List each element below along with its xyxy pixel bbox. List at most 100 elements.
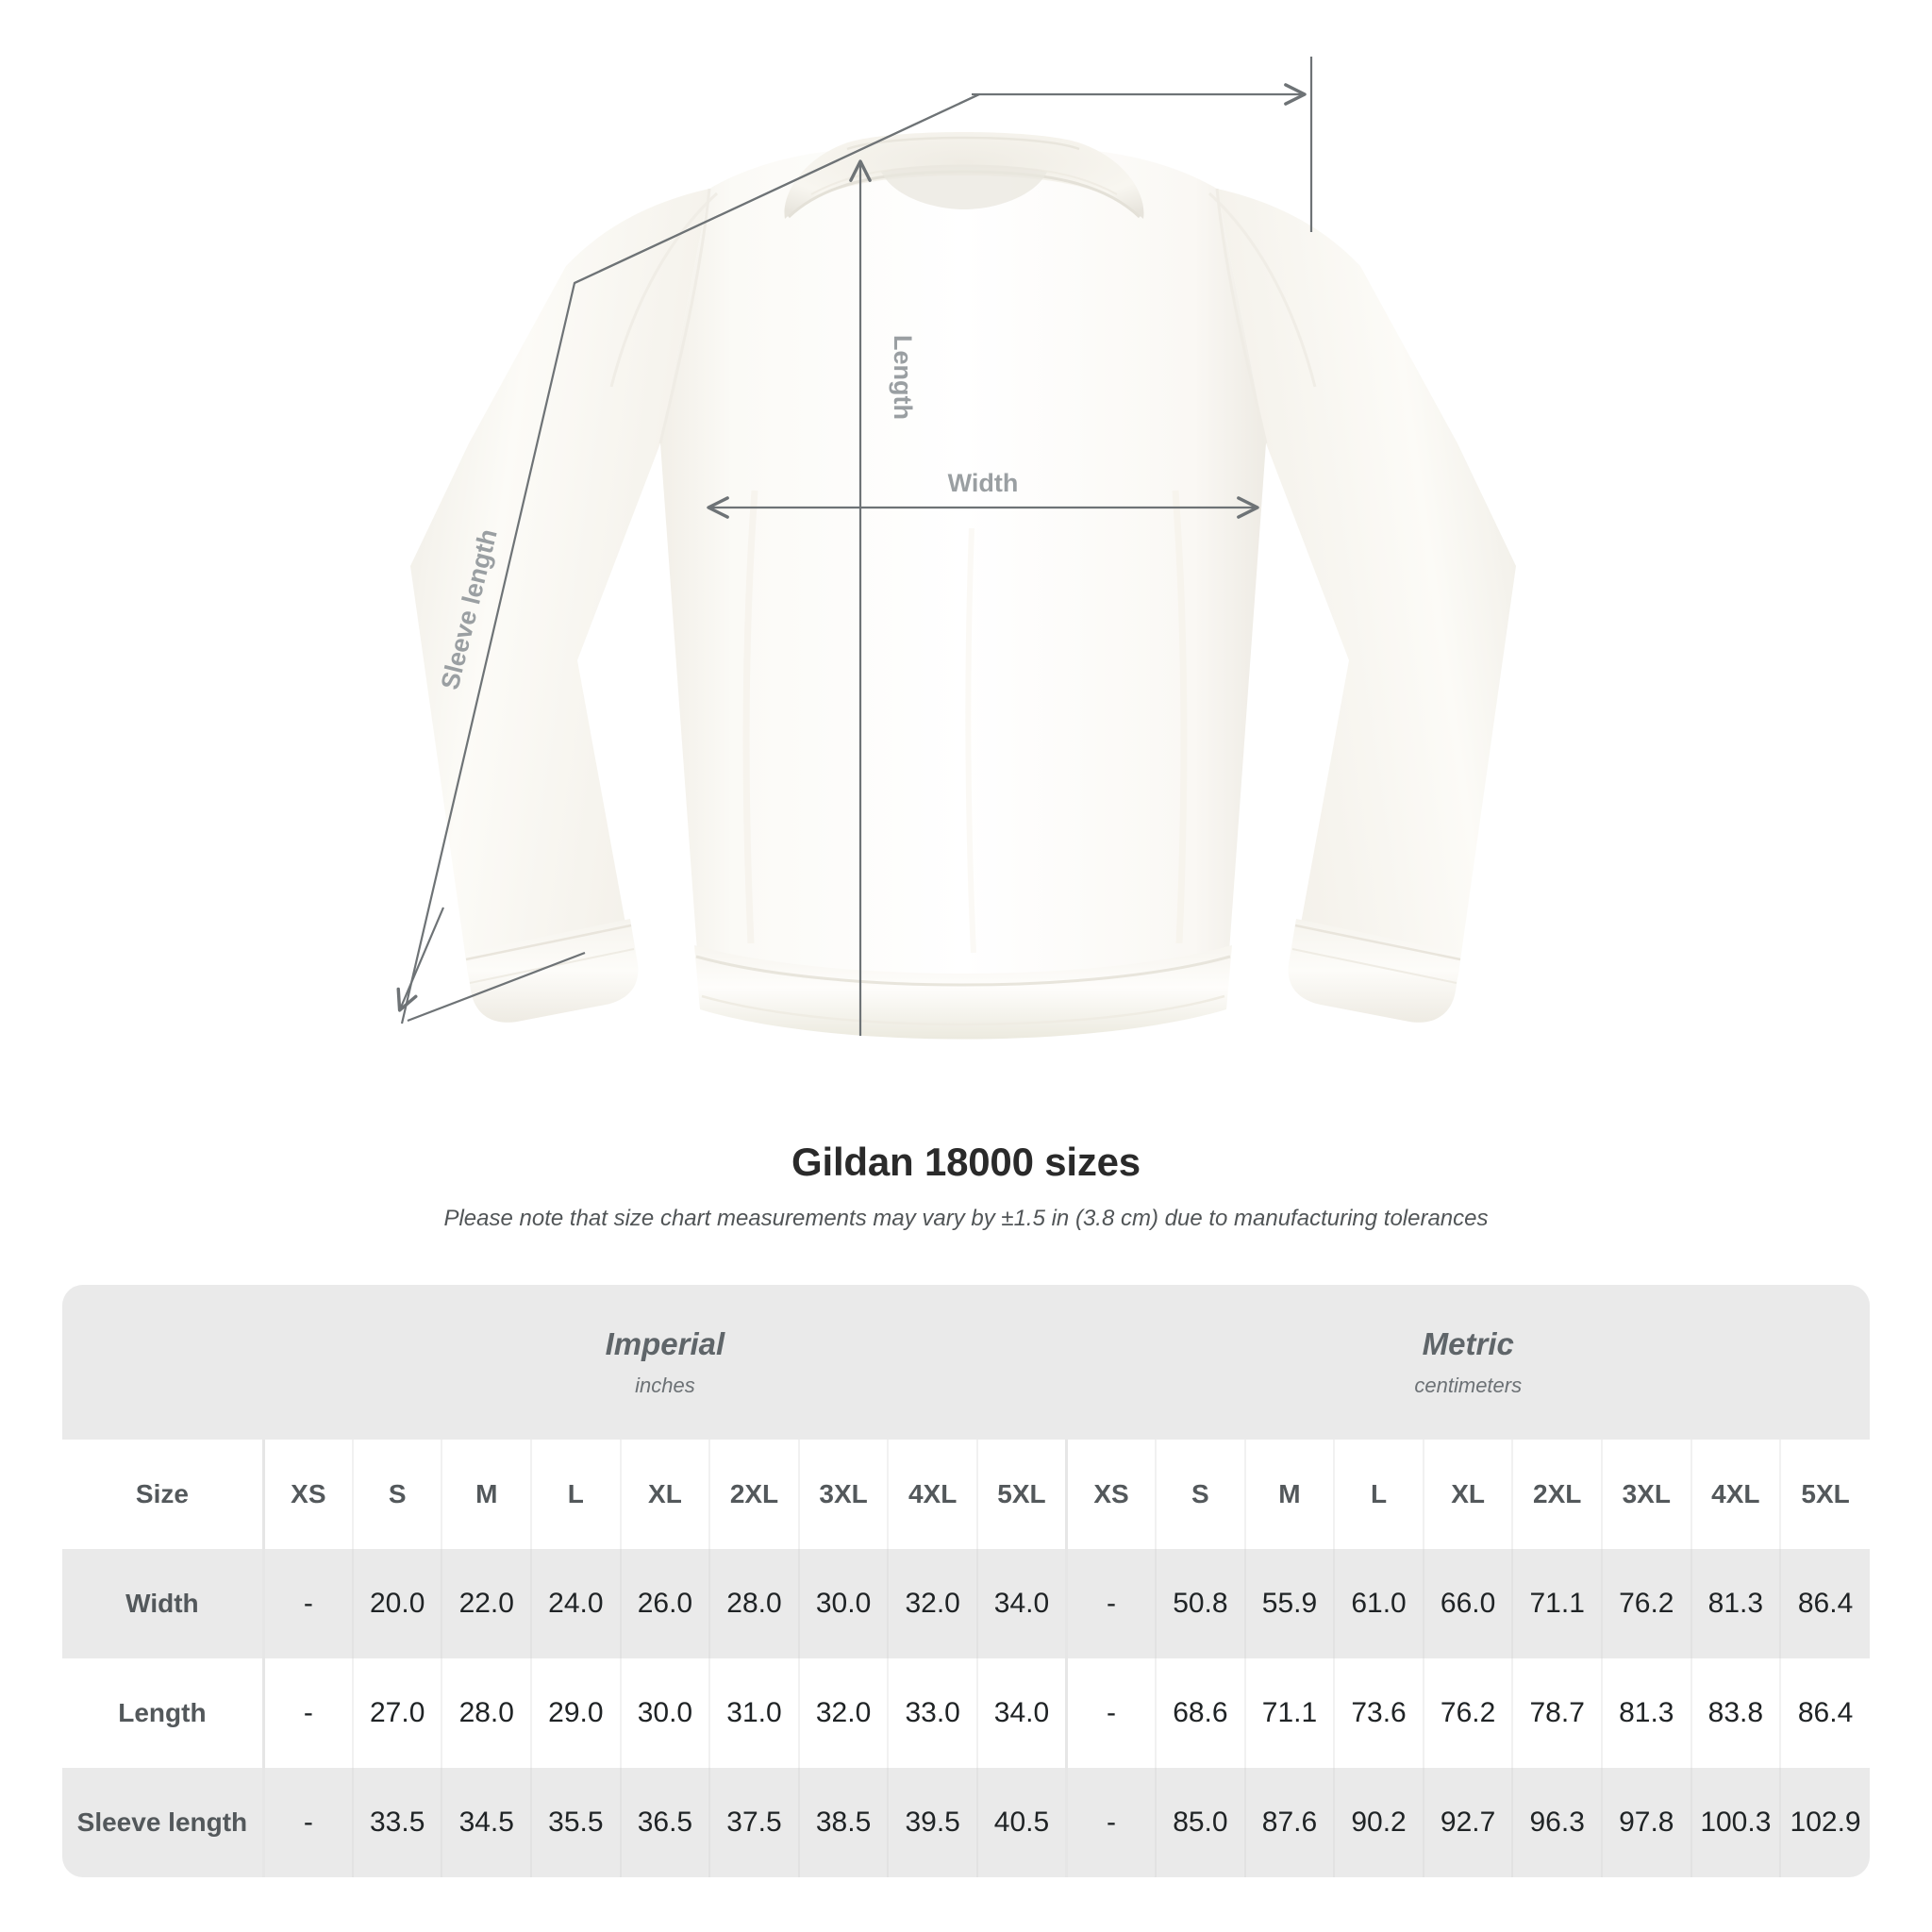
left-sleeve bbox=[410, 189, 709, 1008]
right-armhole-seam bbox=[1215, 188, 1268, 444]
size-header-imperial-2xl: 2XL bbox=[708, 1440, 799, 1549]
cell-length-metric-2xl: 78.7 bbox=[1511, 1658, 1602, 1768]
page-title: Gildan 18000 sizes bbox=[791, 1140, 1141, 1184]
cell-width-imperial-m: 22.0 bbox=[441, 1549, 532, 1658]
size-header-metric-xl: XL bbox=[1422, 1440, 1513, 1549]
unit-group-name: Imperial bbox=[605, 1326, 725, 1361]
bottom-hem bbox=[694, 945, 1232, 1040]
right-cuff-seam bbox=[1294, 924, 1461, 961]
body-fold-left bbox=[742, 490, 758, 944]
size-header-metric-l: L bbox=[1333, 1440, 1424, 1549]
cell-length-metric-xs: - bbox=[1065, 1658, 1157, 1768]
left-armhole-seam bbox=[658, 188, 711, 444]
width-label: Width bbox=[948, 469, 1019, 497]
size-column-header: Size bbox=[62, 1440, 264, 1549]
cell-sleeve-length-imperial-l: 35.5 bbox=[530, 1768, 621, 1877]
garment-diagram: Length Width Sleeve length bbox=[396, 57, 1516, 1040]
cuff-tick bbox=[407, 951, 586, 1023]
cell-width-metric-3xl: 76.2 bbox=[1600, 1549, 1691, 1658]
cell-sleeve-length-metric-m: 87.6 bbox=[1243, 1768, 1335, 1877]
cell-length-imperial-4xl: 33.0 bbox=[887, 1658, 977, 1768]
cell-sleeve-length-imperial-xs: - bbox=[261, 1768, 353, 1877]
cell-sleeve-length-metric-2xl: 96.3 bbox=[1511, 1768, 1602, 1877]
body-front bbox=[660, 151, 1266, 1019]
cell-length-metric-l: 73.6 bbox=[1333, 1658, 1424, 1768]
cell-sleeve-length-imperial-5xl: 40.5 bbox=[975, 1768, 1067, 1877]
unit-group-subtitle: inches bbox=[635, 1374, 695, 1397]
cell-sleeve-length-imperial-xl: 36.5 bbox=[619, 1768, 710, 1877]
cell-length-metric-m: 71.1 bbox=[1243, 1658, 1335, 1768]
cell-width-metric-l: 61.0 bbox=[1333, 1549, 1424, 1658]
cell-length-imperial-2xl: 31.0 bbox=[708, 1658, 799, 1768]
size-header-metric-s: S bbox=[1155, 1440, 1245, 1549]
unit-group-subtitle: centimeters bbox=[1414, 1374, 1523, 1397]
right-sleeve bbox=[1217, 189, 1516, 1008]
length-label: Length bbox=[889, 335, 917, 420]
title-block: Gildan 18000 sizes Please note that size… bbox=[0, 1140, 1932, 1232]
cell-length-metric-4xl: 83.8 bbox=[1690, 1658, 1781, 1768]
cell-length-metric-5xl: 86.4 bbox=[1779, 1658, 1870, 1768]
body-fold-right bbox=[1172, 490, 1188, 944]
cell-length-imperial-s: 27.0 bbox=[351, 1658, 442, 1768]
cell-length-imperial-m: 28.0 bbox=[441, 1658, 532, 1768]
cell-width-imperial-s: 20.0 bbox=[351, 1549, 442, 1658]
cell-width-metric-5xl: 86.4 bbox=[1779, 1549, 1870, 1658]
cell-length-imperial-3xl: 32.0 bbox=[797, 1658, 889, 1768]
row-label-length: Length bbox=[62, 1658, 264, 1768]
cell-width-imperial-xl: 26.0 bbox=[619, 1549, 710, 1658]
size-chart-table: Imperial inches Metric centimeters Size XS S M L… bbox=[62, 1285, 1870, 1877]
cell-length-metric-xl: 76.2 bbox=[1422, 1658, 1513, 1768]
cell-sleeve-length-metric-xs: - bbox=[1065, 1768, 1157, 1877]
cell-length-imperial-5xl: 34.0 bbox=[975, 1658, 1067, 1768]
row-label-width: Width bbox=[62, 1549, 264, 1658]
sleeve-length-upper-guide bbox=[574, 93, 980, 284]
row-label-sleeve-length: Sleeve length bbox=[62, 1768, 264, 1877]
cell-width-metric-4xl: 81.3 bbox=[1690, 1549, 1781, 1658]
table-row: Width -20.0 22.0 24.0 26.0 28.0 30.0 32.0 34.0-5… bbox=[62, 1549, 1870, 1658]
cell-sleeve-length-metric-l: 90.2 bbox=[1333, 1768, 1424, 1877]
cell-width-imperial-3xl: 30.0 bbox=[797, 1549, 889, 1658]
unit-group-metric: Metric centimeters bbox=[1066, 1285, 1870, 1440]
size-header-metric-5xl: 5XL bbox=[1779, 1440, 1870, 1549]
cell-sleeve-length-imperial-3xl: 38.5 bbox=[797, 1768, 889, 1877]
dimension-lines bbox=[396, 57, 1313, 1036]
cell-width-imperial-xs: - bbox=[261, 1549, 353, 1658]
cell-length-imperial-xs: - bbox=[261, 1658, 353, 1768]
cell-sleeve-length-metric-s: 85.0 bbox=[1155, 1768, 1245, 1877]
sweatshirt-illustration bbox=[410, 132, 1516, 1040]
cell-sleeve-length-metric-xl: 92.7 bbox=[1422, 1768, 1513, 1877]
unit-row-spacer bbox=[62, 1285, 264, 1440]
right-cuff bbox=[1288, 919, 1461, 1023]
cell-sleeve-length-metric-3xl: 97.8 bbox=[1600, 1768, 1691, 1877]
size-header-row: Size XS S M L XL 2XL 3XL 4XL 5XL XS S M L XL 2XL 3XL 4XL 5… bbox=[62, 1440, 1870, 1549]
cell-width-metric-s: 50.8 bbox=[1155, 1549, 1245, 1658]
size-header-imperial-4xl: 4XL bbox=[887, 1440, 977, 1549]
cell-width-imperial-5xl: 34.0 bbox=[975, 1549, 1067, 1658]
cell-sleeve-length-imperial-s: 33.5 bbox=[351, 1768, 442, 1877]
size-header-imperial-xl: XL bbox=[619, 1440, 710, 1549]
collar-top-seam bbox=[846, 136, 1080, 151]
cell-sleeve-length-imperial-4xl: 39.5 bbox=[887, 1768, 977, 1877]
unit-group-name: Metric bbox=[1422, 1326, 1514, 1361]
hem-seam bbox=[695, 955, 1231, 987]
cell-width-metric-2xl: 71.1 bbox=[1511, 1549, 1602, 1658]
cell-sleeve-length-metric-4xl: 100.3 bbox=[1690, 1768, 1781, 1877]
cell-width-imperial-2xl: 28.0 bbox=[708, 1549, 799, 1658]
garment-svg: Length Width Sleeve length bbox=[396, 57, 1516, 1040]
cell-sleeve-length-imperial-m: 34.5 bbox=[441, 1768, 532, 1877]
size-header-imperial-5xl: 5XL bbox=[975, 1440, 1067, 1549]
size-header-imperial-m: M bbox=[441, 1440, 532, 1549]
right-cuff-seam-2 bbox=[1291, 948, 1457, 984]
unit-group-row: Imperial inches Metric centimeters bbox=[62, 1285, 1870, 1440]
right-shoulder-seam bbox=[1208, 192, 1317, 388]
hem-seam-2 bbox=[701, 994, 1225, 1026]
size-header-imperial-l: L bbox=[530, 1440, 621, 1549]
size-header-imperial-3xl: 3XL bbox=[797, 1440, 889, 1549]
cell-sleeve-length-imperial-2xl: 37.5 bbox=[708, 1768, 799, 1877]
cell-width-metric-m: 55.9 bbox=[1243, 1549, 1335, 1658]
size-header-imperial-xs: XS bbox=[261, 1440, 353, 1549]
size-table-wrapper: Imperial inches Metric centimeters Size XS S M L… bbox=[62, 1285, 1870, 1877]
left-cuff-seam bbox=[465, 924, 632, 961]
left-shoulder-seam bbox=[609, 192, 719, 388]
